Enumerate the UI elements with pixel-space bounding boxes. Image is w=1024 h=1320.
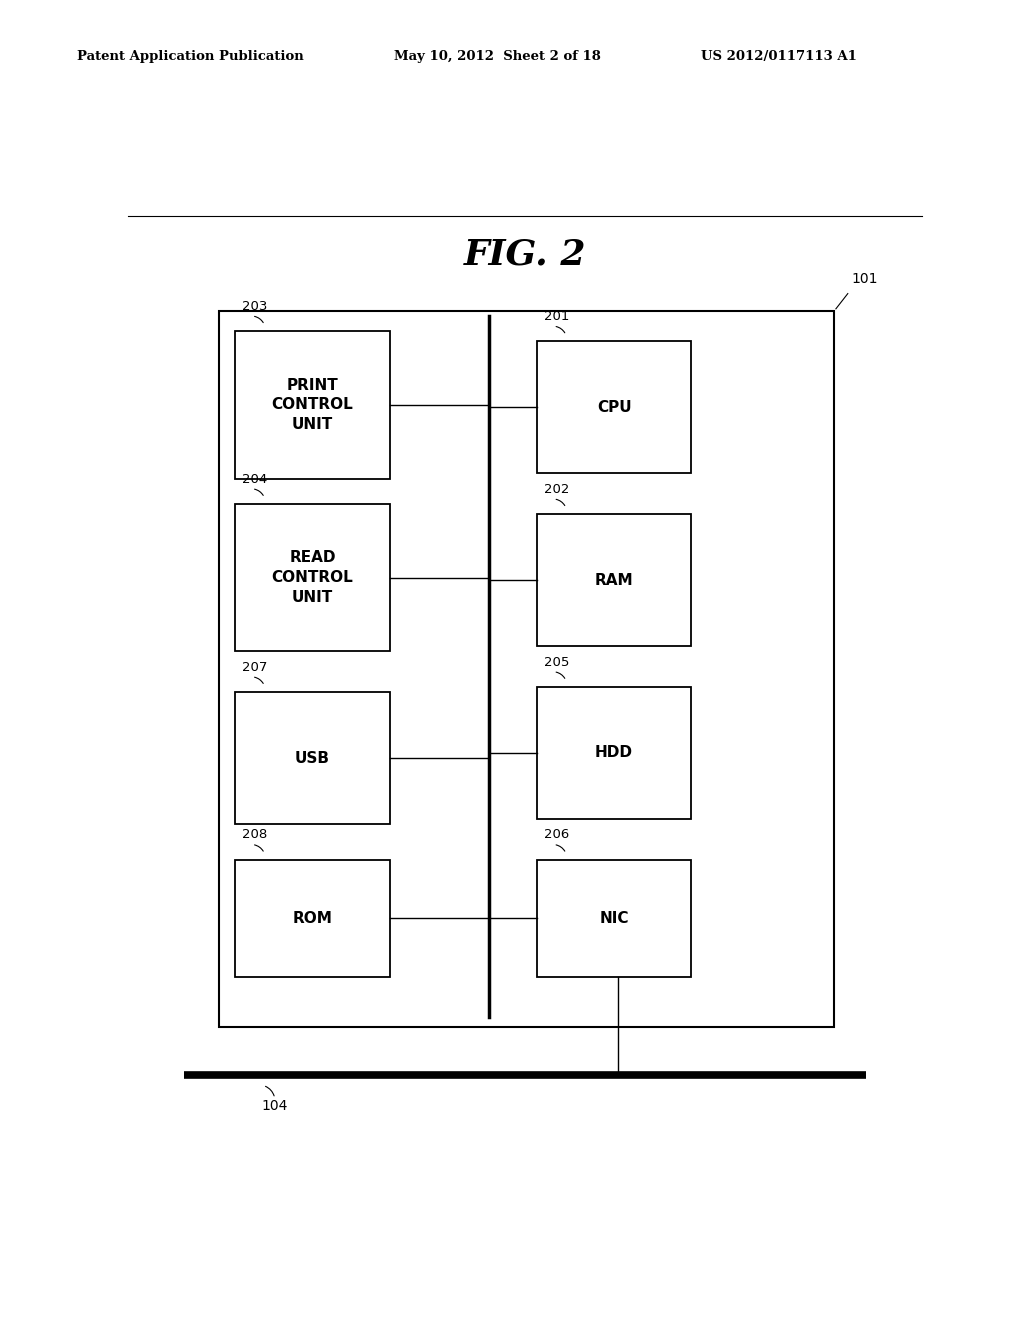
Bar <box>236 331 390 479</box>
Text: 202: 202 <box>544 483 569 496</box>
Bar <box>236 859 390 977</box>
Bar <box>537 515 691 647</box>
Bar <box>219 312 835 1027</box>
Text: PRINT
CONTROL
UNIT: PRINT CONTROL UNIT <box>271 378 353 432</box>
Bar <box>236 504 390 651</box>
Text: USB: USB <box>295 751 330 766</box>
Text: US 2012/0117113 A1: US 2012/0117113 A1 <box>701 50 857 63</box>
Bar <box>236 692 390 824</box>
Text: FIG. 2: FIG. 2 <box>464 238 586 272</box>
Text: ROM: ROM <box>293 911 333 925</box>
Text: 205: 205 <box>544 656 569 669</box>
Text: 104: 104 <box>261 1098 288 1113</box>
Text: HDD: HDD <box>595 746 633 760</box>
Text: RAM: RAM <box>595 573 634 587</box>
Text: NIC: NIC <box>599 911 629 925</box>
Text: 204: 204 <box>243 473 267 486</box>
Text: 203: 203 <box>243 300 267 313</box>
Text: May 10, 2012  Sheet 2 of 18: May 10, 2012 Sheet 2 of 18 <box>394 50 601 63</box>
Text: 207: 207 <box>243 661 267 673</box>
Text: 206: 206 <box>544 829 569 841</box>
Text: Patent Application Publication: Patent Application Publication <box>77 50 303 63</box>
Text: READ
CONTROL
UNIT: READ CONTROL UNIT <box>271 550 353 605</box>
Text: 208: 208 <box>243 829 267 841</box>
Bar <box>537 342 691 474</box>
Bar <box>537 859 691 977</box>
Bar <box>537 686 691 818</box>
Text: 101: 101 <box>852 272 879 286</box>
Text: 201: 201 <box>544 310 569 323</box>
Text: CPU: CPU <box>597 400 632 414</box>
